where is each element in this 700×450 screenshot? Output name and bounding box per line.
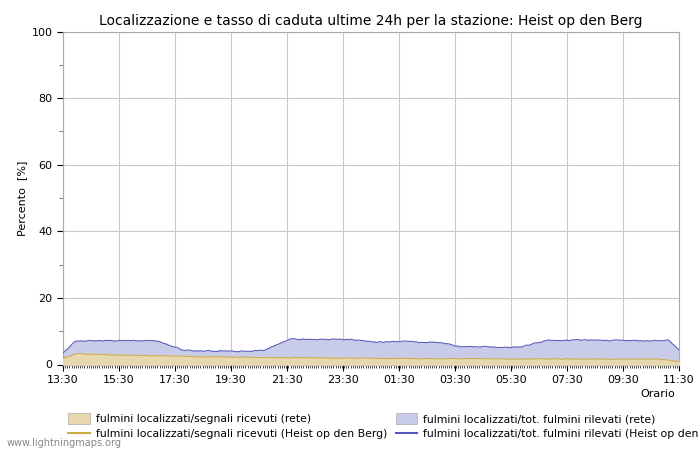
Text: Orario: Orario [640, 389, 676, 399]
Y-axis label: Percento  [%]: Percento [%] [18, 160, 27, 236]
Legend: fulmini localizzati/segnali ricevuti (rete), fulmini localizzati/segnali ricevut: fulmini localizzati/segnali ricevuti (re… [69, 413, 700, 439]
Title: Localizzazione e tasso di caduta ultime 24h per la stazione: Heist op den Berg: Localizzazione e tasso di caduta ultime … [99, 14, 643, 27]
Text: www.lightningmaps.org: www.lightningmaps.org [7, 438, 122, 448]
